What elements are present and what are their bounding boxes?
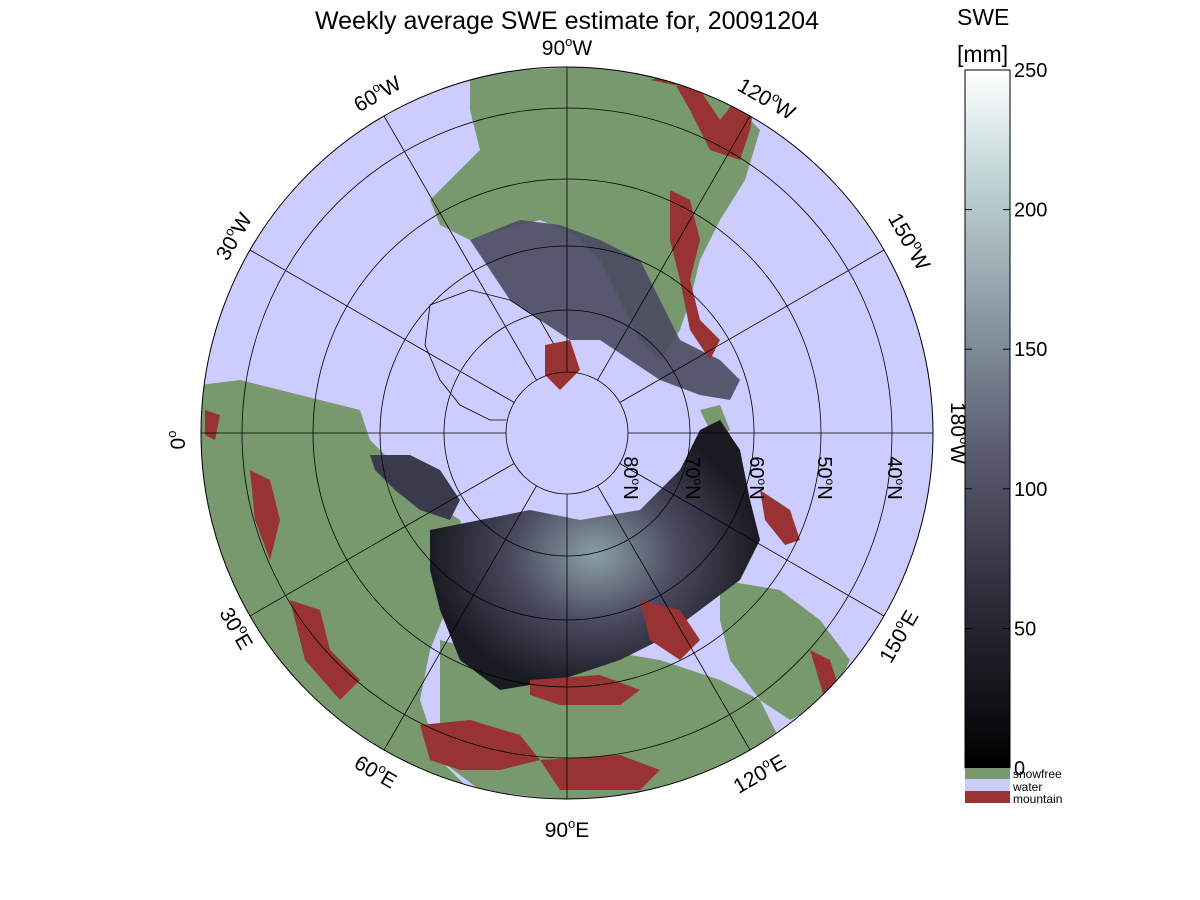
parallel-label-50n: 50oN	[813, 456, 837, 499]
colorbar-tick-label: 100	[1014, 479, 1047, 501]
graticule-meridians	[201, 67, 933, 799]
meridian-label-0: 0o	[164, 431, 190, 450]
colorbar-tick-label: 0	[1014, 758, 1025, 780]
colorbar-label-unit: [mm]	[957, 41, 1008, 67]
colorbar-tick-label: 200	[1014, 200, 1047, 222]
legend-swatch-water	[965, 779, 1010, 791]
parallel-label-60n: 60oN	[745, 456, 769, 499]
legend-label-water: water	[1012, 780, 1042, 794]
colorbar-tick-label: 250	[1014, 60, 1047, 82]
legend-label-snowfree: snowfree	[1013, 767, 1062, 781]
colorbar-legend: snowfree water mountain	[965, 767, 1062, 806]
polar-map	[201, 67, 933, 799]
legend-swatch-mountain	[965, 791, 1010, 803]
parallel-label-40n: 40oN	[883, 456, 907, 499]
map-title: Weekly average SWE estimate for, 2009120…	[315, 7, 819, 35]
colorbar-tick-labels: 0 50 100 150 200 250	[1014, 60, 1047, 780]
parallel-labels: 80oN 70oN 60oN 50oN 40oN	[619, 456, 907, 499]
meridian-label-90e: 90oE	[545, 816, 590, 842]
parallel-label-80n: 80oN	[619, 456, 643, 499]
colorbar-tick-label: 150	[1014, 339, 1047, 361]
colorbar-label-swe: SWE	[957, 4, 1009, 30]
map-frame	[200, 66, 934, 800]
legend-label-mountain: mountain	[1013, 792, 1062, 806]
parallel-label-70n: 70oN	[681, 456, 705, 499]
colorbar-tick-label: 50	[1014, 618, 1036, 640]
meridian-label-90w: 90oW	[542, 34, 593, 60]
colorbar-gradient	[964, 69, 1011, 769]
colorbar: SWE [mm] 0 50 100 150 200 250 snowfree water …	[957, 4, 1062, 806]
legend-swatch-snowfree	[965, 768, 1010, 779]
